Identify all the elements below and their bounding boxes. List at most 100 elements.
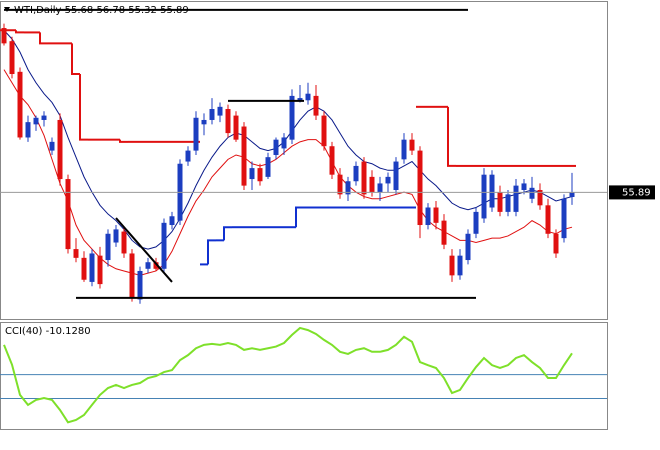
title-icon (4, 7, 10, 12)
candle-body (481, 174, 487, 219)
candle-body (545, 205, 551, 234)
candle-body (41, 115, 47, 120)
candle-body (25, 122, 31, 138)
chart-title: WTI,Daily 55.68 56.78 55.32 55.89 (14, 5, 189, 16)
candle-body (169, 216, 175, 226)
price-label-box (609, 185, 655, 200)
symbol: WTI,Daily (14, 5, 62, 16)
trend-line (115, 217, 173, 283)
main-panel-frame (0, 1, 608, 320)
candle-body (273, 139, 279, 155)
candle-body (241, 126, 247, 186)
stop-step (295, 206, 304, 228)
candle-body (345, 181, 351, 195)
candle-body (17, 71, 23, 138)
candle-body (113, 229, 119, 243)
candle-body (209, 109, 215, 120)
candle-body (377, 183, 383, 193)
candle-body (449, 255, 455, 276)
candle-body (65, 179, 71, 250)
candle-body (57, 119, 63, 180)
candle-body (249, 168, 255, 180)
open-value: 55.68 (65, 5, 94, 16)
low-value: 55.32 (128, 5, 157, 16)
candle-body (561, 198, 567, 239)
candle-body (569, 192, 575, 198)
candle-body (233, 115, 239, 140)
candle-body (329, 146, 335, 175)
candle-body (337, 174, 343, 195)
stop-step (15, 30, 24, 34)
candle-body (49, 141, 55, 151)
candle-body (281, 137, 287, 149)
candle-body (265, 157, 271, 177)
candle-body (185, 150, 191, 162)
candle-body (393, 161, 399, 190)
candle-body (417, 150, 423, 226)
high-value: 56.78 (96, 5, 125, 16)
candle-body (321, 115, 327, 147)
candle-body (73, 249, 79, 258)
candle-body (521, 183, 527, 190)
candle-body (497, 192, 503, 212)
price-label: 55.89 (622, 187, 651, 198)
candle-body (121, 231, 127, 254)
candle-body (465, 233, 471, 261)
candle-body (225, 109, 231, 134)
candle-body (433, 207, 439, 223)
candle-body (537, 189, 543, 206)
candle-body (529, 187, 535, 199)
candle-body (105, 233, 111, 261)
grid (0, 374, 607, 400)
stop-step (119, 139, 128, 143)
candle-body (553, 233, 559, 254)
candle-body (81, 257, 87, 280)
stop-step (223, 226, 232, 241)
stop-step (207, 239, 216, 265)
candle-body (513, 185, 519, 212)
candle-body (305, 93, 311, 101)
candle-body (145, 262, 151, 269)
cci-line (3, 326, 573, 424)
candle-body (385, 176, 391, 184)
candle-body (97, 255, 103, 285)
candle-body (89, 253, 95, 282)
stop-step (79, 74, 88, 141)
candle-body (401, 139, 407, 160)
indicator-title: CCI(40) -10.1280 (5, 326, 91, 337)
stop-step (447, 106, 456, 167)
candle-body (369, 176, 375, 193)
candle-body (425, 207, 431, 226)
candle-body (193, 117, 199, 151)
stop-step (71, 43, 80, 76)
candle-body (201, 119, 207, 125)
candle-body (161, 222, 167, 269)
candle-body (137, 270, 143, 300)
axes: 55.89 (609, 185, 655, 200)
candle-body (9, 41, 15, 75)
candle-body (505, 194, 511, 212)
candle-body (129, 253, 135, 298)
cci-panel-frame (0, 322, 608, 430)
candle-body (257, 168, 263, 182)
candle-body (297, 98, 303, 101)
close-value: 55.89 (160, 5, 189, 16)
candle-body (361, 161, 367, 195)
candle-body (409, 139, 415, 151)
candle-body (153, 262, 159, 269)
candle-body (457, 255, 463, 276)
plot (0, 8, 607, 424)
stop-step (39, 32, 48, 45)
indicator-line (3, 29, 573, 250)
candle-body (441, 220, 447, 245)
candle-body (1, 28, 7, 44)
candle-body (489, 174, 495, 208)
candle-body (217, 106, 223, 116)
candle-body (313, 95, 319, 116)
candle-body (473, 211, 479, 234)
candle-body (33, 117, 39, 125)
candle-body (289, 95, 295, 140)
candle-body (353, 165, 359, 182)
